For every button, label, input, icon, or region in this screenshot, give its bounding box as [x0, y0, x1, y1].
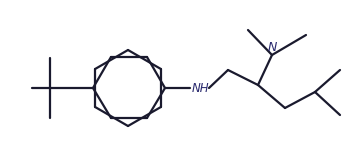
Text: N: N [267, 41, 277, 54]
Text: NH: NH [192, 82, 210, 96]
